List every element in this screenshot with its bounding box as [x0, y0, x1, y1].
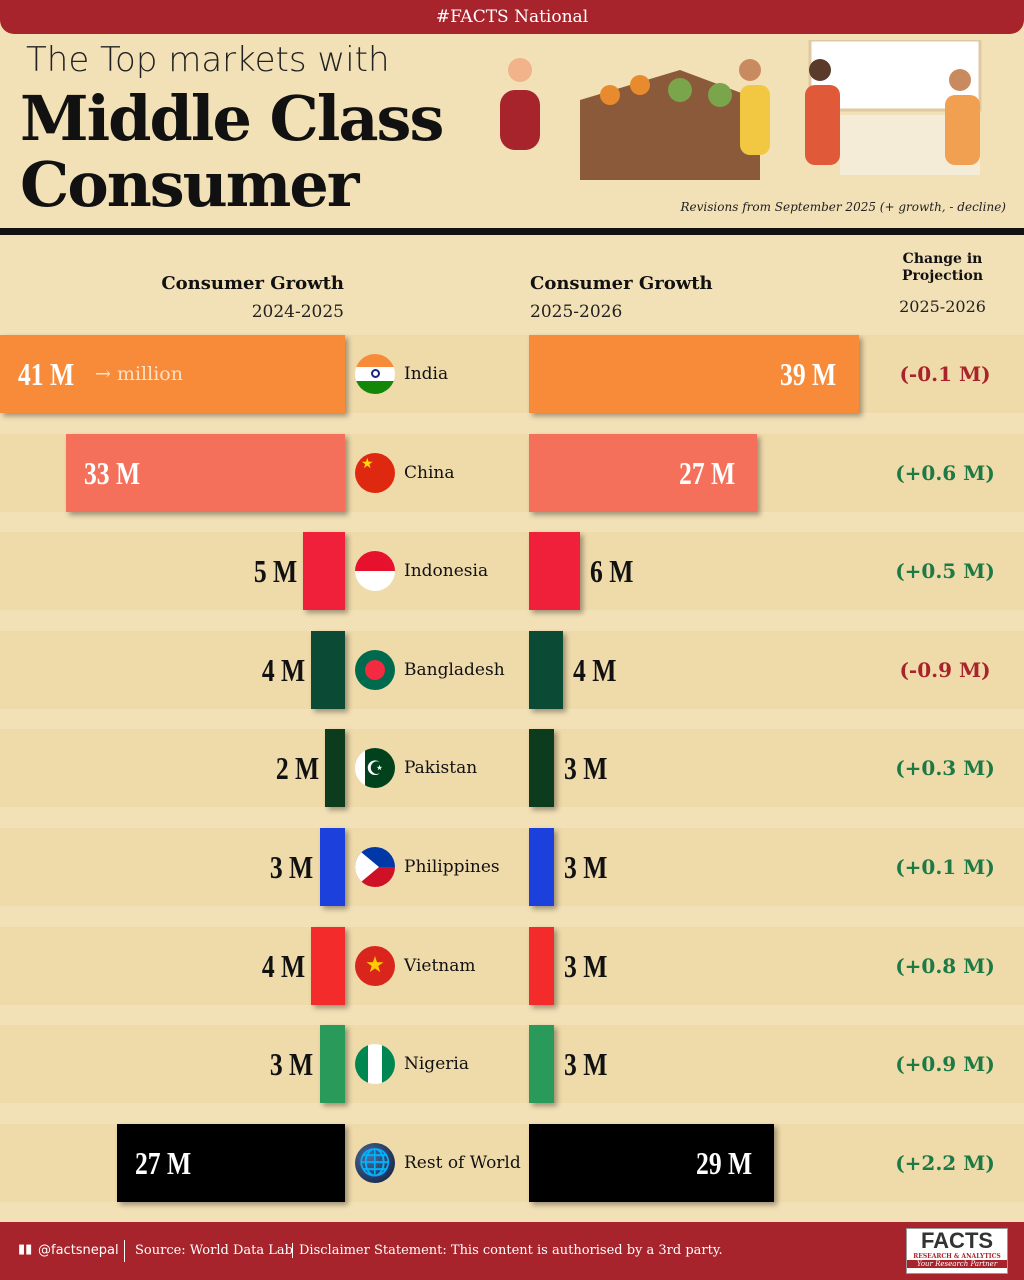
country-label: China [404, 463, 455, 483]
change-label: (+0.8 M) [895, 954, 995, 978]
value-label-2025-2026: 3 M [564, 849, 608, 885]
source: Source: World Data Lab [135, 1243, 293, 1258]
bar-2024-2025-3 [311, 631, 345, 709]
value-label-2025-2026: 29 M [695, 1145, 753, 1181]
change-label: (+0.1 M) [895, 855, 995, 879]
right-column-title: Consumer Growth [530, 273, 713, 294]
value-label-2025-2026: 4 M [572, 652, 617, 688]
left-column-period: 2024-2025 [251, 302, 344, 322]
value-label-2025-2026: 6 M [589, 553, 634, 589]
value-label-2024-2025: 27 M [135, 1145, 192, 1181]
bar-2025-2026-6 [529, 927, 555, 1005]
bar-2024-2025-2 [302, 532, 345, 610]
bar-2025-2026-2 [529, 532, 580, 610]
country-label: Indonesia [404, 561, 489, 581]
row-band [0, 729, 1024, 807]
bar-2024-2025-4 [325, 729, 345, 807]
change-label: (+2.2 M) [895, 1151, 995, 1175]
value-label-2024-2025: 41 M [18, 356, 75, 392]
value-label-2025-2026: 39 M [780, 356, 837, 392]
revision-note: Revisions from September 2025 (+ growth,… [680, 200, 1006, 214]
country-label: Vietnam [404, 956, 476, 976]
left-column-title: Consumer Growth [161, 273, 344, 294]
flag-icon-china: ★ [355, 453, 395, 493]
country-label: Bangladesh [404, 660, 505, 680]
bar-2025-2026-3 [529, 631, 563, 709]
title-line-1: The Top markets with [26, 40, 390, 80]
bar-2025-2026-0 [529, 335, 859, 413]
footer: ▮▮ @factsnepal Source: World Data Lab Di… [0, 1222, 1024, 1280]
value-label-2024-2025: 33 M [84, 455, 141, 491]
bar-2025-2026-5 [529, 828, 555, 906]
bar-2024-2025-6 [311, 927, 345, 1005]
value-label-2024-2025: 4 M [261, 652, 306, 688]
flag-icon-india [355, 354, 395, 394]
value-label-2025-2026: 3 M [564, 948, 608, 984]
value-label-2025-2026: 27 M [678, 455, 736, 491]
row-band [0, 828, 1024, 906]
flag-icon-rest-of-world: 🌐 [355, 1143, 395, 1183]
change-label: (+0.3 M) [895, 756, 995, 780]
bar-2025-2026-7 [529, 1025, 555, 1103]
country-label: Nigeria [404, 1054, 469, 1074]
flag-icon-bangladesh [355, 650, 395, 690]
country-label: Philippines [404, 857, 500, 877]
value-label-2024-2025: 3 M [270, 849, 314, 885]
change-label: (+0.6 M) [895, 461, 995, 485]
bar-chart-icon: ▮▮ [18, 1242, 33, 1257]
bar-2024-2025-7 [319, 1025, 345, 1103]
row-band [0, 631, 1024, 709]
bar-2025-2026-4 [529, 729, 555, 807]
flag-icon-philippines [355, 847, 395, 887]
row-band [0, 1025, 1024, 1103]
social-handle[interactable]: @factsnepal [38, 1243, 119, 1258]
value-label-2024-2025: 5 M [253, 553, 297, 589]
country-label: Rest of World [404, 1153, 521, 1173]
value-label-2025-2026: 3 M [564, 1046, 608, 1082]
bar-2024-2025-1 [66, 434, 345, 512]
change-label: (-0.9 M) [899, 658, 991, 682]
separator [124, 1240, 125, 1262]
value-label-2024-2025: 4 M [261, 948, 306, 984]
country-label: Pakistan [404, 758, 478, 778]
top-banner: #FACTS National [0, 0, 1024, 34]
bar-2024-2025-8 [116, 1124, 345, 1202]
flag-icon-nigeria [355, 1044, 395, 1084]
row-band [0, 927, 1024, 1005]
divider [0, 228, 1024, 235]
value-label-2024-2025: 2 M [275, 750, 319, 786]
facts-logo: FACTS RESEARCH & ANALYTICS Your Research… [906, 1228, 1008, 1274]
title-line-2: Middle Class [20, 82, 444, 155]
bar-2025-2026-8 [529, 1124, 775, 1202]
disclaimer: Disclaimer Statement: This content is au… [292, 1243, 723, 1258]
flag-icon-pakistan: ☪ [355, 748, 395, 788]
unit-hint: → million [95, 363, 183, 385]
change-column-period: 2025-2026 [899, 297, 986, 316]
bar-2025-2026-1 [529, 434, 758, 512]
flag-icon-indonesia [355, 551, 395, 591]
row-band [0, 532, 1024, 610]
change-label: (-0.1 M) [899, 362, 991, 386]
change-label: (+0.9 M) [895, 1052, 995, 1076]
title-line-3: Consumer [20, 148, 359, 221]
bar-2024-2025-0 [0, 335, 345, 413]
value-label-2025-2026: 3 M [564, 750, 608, 786]
value-label-2024-2025: 3 M [270, 1046, 314, 1082]
right-column-period: 2025-2026 [530, 302, 623, 322]
change-column-title: Change in Projection [901, 251, 984, 284]
grocery-market-illustration [500, 40, 982, 180]
country-label: India [404, 364, 449, 384]
flag-icon-vietnam: ★ [355, 946, 395, 986]
bar-2024-2025-5 [319, 828, 345, 906]
change-label: (+0.5 M) [895, 559, 995, 583]
